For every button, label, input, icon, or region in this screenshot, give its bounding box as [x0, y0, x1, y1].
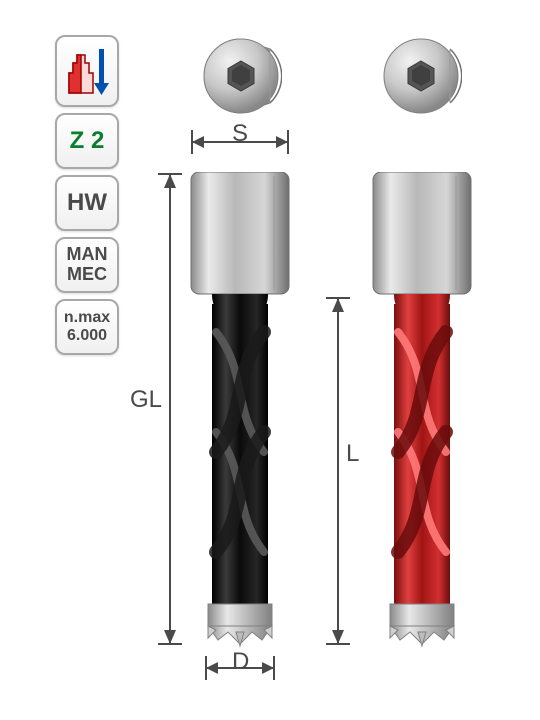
- rear-view-left: [200, 35, 278, 113]
- nmax-label: n.max 6.000: [64, 309, 110, 344]
- manmec-label: MAN MEC: [67, 245, 108, 285]
- rotation-badge: [55, 35, 119, 107]
- dimension-d-label: D: [232, 648, 249, 676]
- hw-badge: HW: [55, 175, 119, 231]
- z2-label: Z 2: [70, 127, 105, 155]
- rear-view-right: [380, 35, 458, 113]
- nmax-badge: n.max 6.000: [55, 299, 119, 355]
- drill-bit-red: [370, 172, 474, 650]
- dimension-s-label: S: [232, 120, 248, 148]
- z2-badge: Z 2: [55, 113, 119, 169]
- hw-label: HW: [67, 189, 107, 217]
- dimension-l-arrow: [326, 296, 350, 646]
- dimension-gl-label: GL: [130, 386, 162, 414]
- rotation-icon: [63, 43, 111, 99]
- manmec-badge: MAN MEC: [55, 237, 119, 293]
- diagram-container: Z 2 HW MAN MEC n.max 6.000: [0, 0, 540, 720]
- drill-bit-black: [188, 172, 292, 650]
- dimension-l-label: L: [346, 440, 359, 468]
- spec-badges: Z 2 HW MAN MEC n.max 6.000: [55, 35, 119, 355]
